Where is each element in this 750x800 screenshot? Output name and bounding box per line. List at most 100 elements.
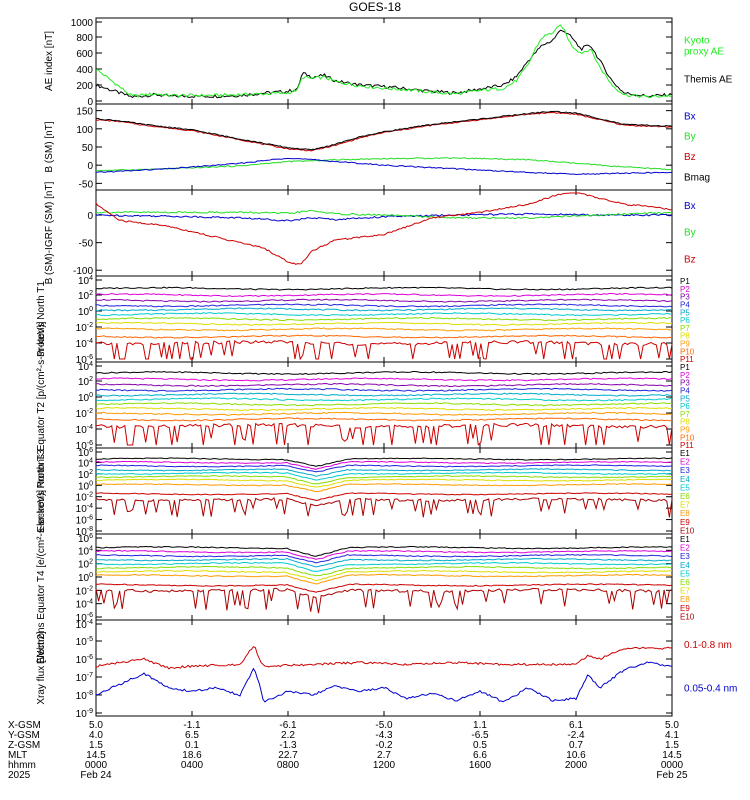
series-line-electrons_t4-0 [95,545,673,557]
series-line-protons_t1-1 [95,292,673,298]
legend-bsm-1: By [684,132,696,143]
series-line-protons_t1-8 [95,327,673,332]
panel-frame-protons_t2 [95,361,673,449]
legend-protons_t1-0: P1 [680,277,690,286]
series-line-protons_t1-10 [95,340,673,361]
legend-electrons_t3-4: E5 [680,483,690,492]
y-tick-label-xray-3: 10-7 [76,672,93,684]
figure-title: GOES-18 [348,0,402,14]
legend-bsm-3: Bmag [684,173,710,184]
legend-bsm-2: Bz [684,152,696,163]
series-line-protons_t2-3 [95,387,673,392]
ephemeris-row-label-2: Z-GSM [8,740,40,751]
y-tick-label-bsm-3: 0 [87,161,93,172]
y-axis-label-electrons_t3: Electrons North T3 [36,449,47,533]
series-line-protons_t2-5 [95,397,673,402]
ephemeris-cell-0-3: 14.5 [86,750,106,761]
y-tick-label-electrons_t4-1: 104 [78,545,93,557]
series-line-electrons_t3-3 [95,468,673,477]
legend-electrons_t3-2: E3 [680,466,690,475]
y-tick-label-ae-5: 0 [87,97,93,108]
legend-electrons_t4-3: E4 [680,561,690,570]
legend-xray-1: 0.05-0.4 nm [684,684,737,695]
series-line-protons_t2-1 [95,377,673,382]
legend-protons_t2-10: P11 [680,441,694,450]
series-line-ae-0 [95,29,673,99]
series-line-protons_t1-9 [95,334,673,339]
ephemeris-cell-3-1: -4.3 [375,730,393,741]
ephemeris-cell-5-4: 2000 [565,760,588,771]
series-line-protons_t1-3 [95,303,673,308]
ephemeris-cell-3-3: 2.7 [377,750,391,761]
y-tick-label-electrons_t4-3: 100 [78,572,93,584]
y-tick-label-xray-5: 10-9 [76,708,93,720]
y-tick-label-electrons_t3-1: 104 [78,457,93,469]
ephemeris-cell-3-0: -5.0 [375,720,393,731]
y-tick-label-xray-4: 10-8 [76,690,93,702]
series-line-protons_t1-5 [95,312,673,317]
series-line-protons_t2-2 [95,382,673,387]
legend-protons_t2-2: P3 [680,379,690,388]
y-axis-label-bsm: B (SM) [nT] [44,121,55,172]
legend-protons_t1-2: P3 [680,293,690,302]
series-line-electrons_t3-9 [95,497,673,518]
y-tick-label-electrons_t4-4: 10-2 [76,585,93,597]
ephemeris-cell-6-1: 4.1 [665,730,679,741]
series-line-protons_t2-10 [95,422,673,446]
y-tick-label-electrons_t3-3: 100 [78,480,93,492]
legend-protons_t2-1: P2 [680,371,690,380]
ephemeris-cell-4-1: -6.5 [471,730,489,741]
legend-ae-1: Themis AE [684,75,733,86]
ephemeris-cell-5-1: -2.4 [567,730,585,741]
y-tick-label-protons_t2-4: 10-4 [76,424,93,436]
legend-protons_t2-4: P5 [680,394,690,403]
series-line-bigrf-0 [96,212,673,222]
series-line-bsm-2 [95,157,673,172]
legend-electrons_t3-0: E1 [680,449,690,458]
y-axis-label-bigrf: B (SM)-IGRF (SM) [nT] [44,181,55,284]
panel-frame-bigrf [95,189,673,277]
ephemeris-cell-1-3: 18.6 [182,750,202,761]
y-tick-label-protons_t1-2: 100 [78,306,93,318]
y-tick-label-electrons_t3-2: 102 [78,469,93,481]
y-tick-label-xray-2: 10-6 [76,654,93,666]
ephemeris-cell-6-0: 5.0 [665,720,679,731]
y-axis-label-ae: AE index [nT] [44,31,55,91]
y-tick-label-protons_t1-3: 10-2 [76,322,93,334]
y-axis-label-electrons_t4: Electrons Equator T4 [e/(cm²-s-sr-keV)] [36,490,47,665]
y-axis-label-protons_t2: Protons Equator T2 [p/(cm²-s-sr-keV)] [36,321,47,488]
series-line-bsm-0 [95,111,673,152]
y-tick-label-bigrf-2: -100 [73,266,93,277]
y-tick-label-protons_t2-2: 100 [78,392,93,404]
legend-electrons_t4-0: E1 [680,535,690,544]
ephemeris-cell-2-4: 0800 [277,760,300,771]
ephemeris-cell-0-2: 1.5 [89,740,103,751]
y-tick-label-bsm-0: 150 [76,107,93,118]
series-line-electrons_t4-2 [95,553,673,564]
legend-protons_t2-7: P8 [680,418,690,427]
y-tick-label-ae-1: 800 [76,33,93,44]
ephemeris-cell-2-2: -1.3 [279,740,297,751]
ephemeris-cell-2-1: 2.2 [281,730,295,741]
legend-protons_t2-5: P6 [680,402,690,411]
ephemeris-cell-0-5: Feb 24 [80,770,112,781]
legend-protons_t1-9: P10 [680,347,695,356]
ephemeris-cell-4-2: 0.5 [473,740,487,751]
ephemeris-cell-5-0: 6.1 [569,720,583,731]
ephemeris-cell-3-4: 1200 [373,760,396,771]
series-line-xray-1 [95,661,673,703]
legend-protons_t1-3: P4 [680,300,690,309]
figure-title-holder: GOES-18 [0,0,750,16]
series-line-bsm-1 [95,110,673,151]
y-tick-label-electrons_t3-5: 10-4 [76,503,93,515]
ephemeris-cell-1-4: 0400 [181,760,204,771]
series-line-protons_t2-9 [95,417,673,422]
series-line-electrons_t3-5 [95,475,673,485]
y-tick-label-protons_t1-4: 10-4 [76,338,93,350]
series-line-protons_t2-0 [95,370,673,375]
legend-protons_t2-0: P1 [680,363,690,372]
legend-electrons_t4-1: E2 [680,544,690,553]
series-line-electrons_t3-8 [95,492,673,501]
ephemeris-row-label-0: X-GSM [8,720,41,731]
ephemeris-cell-0-0: 5.0 [89,720,103,731]
